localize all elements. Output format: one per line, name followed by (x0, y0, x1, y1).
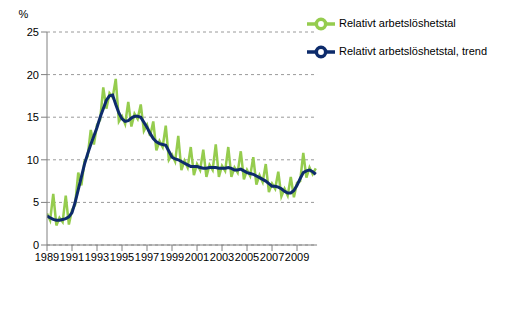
html-text:Relativt arbetslöshetstal, tre: Relativt arbetslöshetstal, trend (339, 44, 487, 57)
svg-text:20: 20 (27, 69, 39, 81)
svg-text:2003: 2003 (210, 251, 234, 263)
svg-text:2001: 2001 (185, 251, 209, 263)
svg-text:2009: 2009 (285, 251, 309, 263)
svg-text:1993: 1993 (85, 251, 109, 263)
svg-text:10: 10 (27, 154, 39, 166)
svg-text:2007: 2007 (260, 251, 284, 263)
svg-text:1991: 1991 (60, 251, 84, 263)
svg-text:5: 5 (33, 196, 39, 208)
svg-text:1997: 1997 (135, 251, 159, 263)
svg-text:1989: 1989 (35, 251, 59, 263)
svg-text:2005: 2005 (235, 251, 259, 263)
svg-text:0: 0 (33, 239, 39, 251)
svg-text:15: 15 (27, 111, 39, 123)
svg-text:1995: 1995 (110, 251, 134, 263)
svg-text:1999: 1999 (160, 251, 184, 263)
svg-text:25: 25 (27, 26, 39, 38)
html-text:Relativt arbetslöshetstal: Relativt arbetslöshetstal (339, 16, 456, 29)
svg-text:%: % (19, 8, 29, 20)
